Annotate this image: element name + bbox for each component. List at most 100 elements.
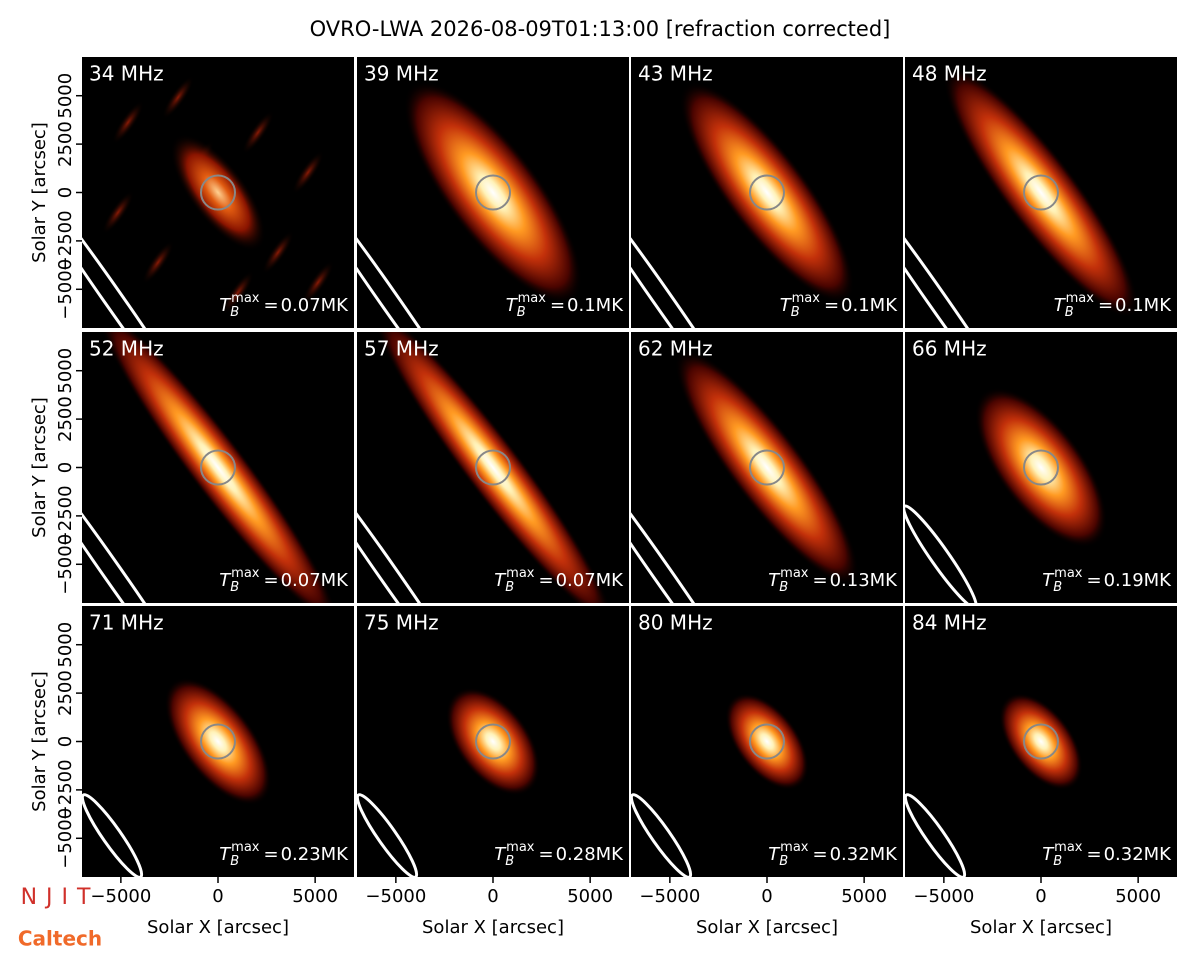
panel bbox=[357, 606, 629, 877]
logo-njit: NJIT bbox=[21, 885, 100, 910]
tb-sub: B bbox=[230, 580, 239, 595]
solar-disk bbox=[475, 449, 511, 486]
tb-sub: B bbox=[1065, 305, 1074, 320]
tb-sup: max bbox=[518, 291, 547, 306]
y-tick-label: 0 bbox=[55, 187, 76, 198]
tb-eq: = bbox=[812, 844, 827, 865]
y-tick-label: 2500 bbox=[55, 396, 76, 442]
tb-eq: = bbox=[538, 844, 553, 865]
tb-sup: max bbox=[780, 566, 809, 581]
tb-eq: = bbox=[263, 844, 278, 865]
x-tick-label: 5000 bbox=[841, 886, 887, 907]
tb-sub: B bbox=[779, 580, 788, 595]
y-axis-label: Solar Y [arcsec] bbox=[29, 397, 50, 538]
panel bbox=[357, 57, 629, 328]
y-axis-label: Solar Y [arcsec] bbox=[29, 122, 50, 263]
emission bbox=[403, 81, 583, 304]
beam bbox=[357, 439, 481, 603]
tb-base: T bbox=[1054, 295, 1067, 316]
freq-label: 43 MHz bbox=[638, 62, 713, 86]
solar-disk bbox=[475, 174, 511, 211]
beam bbox=[631, 793, 693, 877]
emission bbox=[98, 332, 338, 603]
emission bbox=[675, 349, 859, 586]
tb-eq: = bbox=[263, 295, 278, 316]
tb-base: T bbox=[768, 844, 781, 865]
emission bbox=[373, 332, 613, 603]
noise bbox=[112, 100, 144, 145]
emission bbox=[170, 134, 266, 251]
tb-value: 0.07MK bbox=[281, 570, 350, 591]
noise bbox=[102, 190, 134, 235]
logo-caltech: Caltech bbox=[18, 927, 102, 951]
solar-disk bbox=[200, 174, 236, 211]
x-tick-label: −5000 bbox=[365, 886, 426, 907]
chart-title: OVRO-LWA 2026-08-09T01:13:00 [refraction… bbox=[310, 17, 891, 41]
tb-value: 0.1MK bbox=[567, 295, 624, 316]
x-axis-label: Solar X [arcsec] bbox=[422, 917, 564, 938]
tb-value: 0.13MK bbox=[830, 570, 899, 591]
noise bbox=[242, 110, 274, 155]
tb-max-label: TBmax = 0.32MK bbox=[1042, 840, 1172, 869]
tb-max-label: TBmax = 0.13MK bbox=[768, 566, 898, 595]
beam bbox=[82, 439, 206, 603]
y-axis-label: Solar Y [arcsec] bbox=[29, 671, 50, 812]
panel bbox=[905, 332, 1177, 603]
freq-label: 48 MHz bbox=[912, 62, 987, 86]
emission bbox=[974, 387, 1108, 548]
tb-max-label: TBmax = 0.07MK bbox=[219, 291, 349, 320]
y-tick-label: 2500 bbox=[55, 670, 76, 716]
tb-value: 0.19MK bbox=[1104, 570, 1173, 591]
y-tick-label: −2500 bbox=[55, 210, 76, 271]
x-tick-label: −5000 bbox=[913, 886, 974, 907]
y-tick-label: 5000 bbox=[55, 73, 76, 119]
tb-sup: max bbox=[1054, 566, 1083, 581]
tb-sub: B bbox=[791, 305, 800, 320]
tb-base: T bbox=[1042, 570, 1055, 591]
panel bbox=[905, 606, 1177, 877]
emission bbox=[445, 687, 541, 796]
y-tick-label: 5000 bbox=[55, 622, 76, 668]
tb-max-label: TBmax = 0.1MK bbox=[1054, 291, 1173, 320]
x-axis-label: Solar X [arcsec] bbox=[970, 917, 1112, 938]
y-tick-label: 5000 bbox=[55, 348, 76, 394]
tb-base: T bbox=[219, 570, 232, 591]
panel bbox=[905, 57, 1177, 328]
tb-base: T bbox=[780, 295, 793, 316]
panel bbox=[82, 57, 354, 328]
y-tick-label: 0 bbox=[55, 736, 76, 747]
tb-max-label: TBmax = 0.07MK bbox=[219, 566, 349, 595]
noise bbox=[142, 240, 174, 285]
panel bbox=[82, 332, 354, 603]
tb-eq: = bbox=[812, 570, 827, 591]
emission bbox=[725, 693, 809, 790]
noise bbox=[262, 230, 294, 275]
tb-eq: = bbox=[1098, 295, 1113, 316]
tb-sup: max bbox=[506, 840, 535, 855]
tb-value: 0.07MK bbox=[281, 295, 350, 316]
beam bbox=[82, 793, 144, 877]
tb-sup: max bbox=[231, 840, 260, 855]
x-tick-label: 5000 bbox=[567, 886, 613, 907]
y-tick-label: −2500 bbox=[55, 759, 76, 820]
tb-sup: max bbox=[231, 291, 260, 306]
x-tick-label: 5000 bbox=[1115, 886, 1161, 907]
x-tick-label: 0 bbox=[212, 886, 223, 907]
tb-sup: max bbox=[792, 291, 821, 306]
freq-label: 39 MHz bbox=[364, 62, 439, 86]
x-axis-label: Solar X [arcsec] bbox=[696, 917, 838, 938]
x-tick-label: −5000 bbox=[90, 886, 151, 907]
freq-label: 34 MHz bbox=[89, 62, 164, 86]
freq-label: 62 MHz bbox=[638, 337, 713, 361]
panel bbox=[631, 332, 903, 603]
beam bbox=[905, 504, 978, 603]
tb-base: T bbox=[1042, 844, 1055, 865]
tb-base: T bbox=[494, 570, 507, 591]
tb-value: 0.32MK bbox=[1104, 844, 1173, 865]
beam bbox=[631, 164, 755, 328]
tb-eq: = bbox=[538, 570, 553, 591]
beam bbox=[905, 164, 1029, 328]
tb-sub: B bbox=[1053, 854, 1062, 869]
x-tick-label: 0 bbox=[761, 886, 772, 907]
